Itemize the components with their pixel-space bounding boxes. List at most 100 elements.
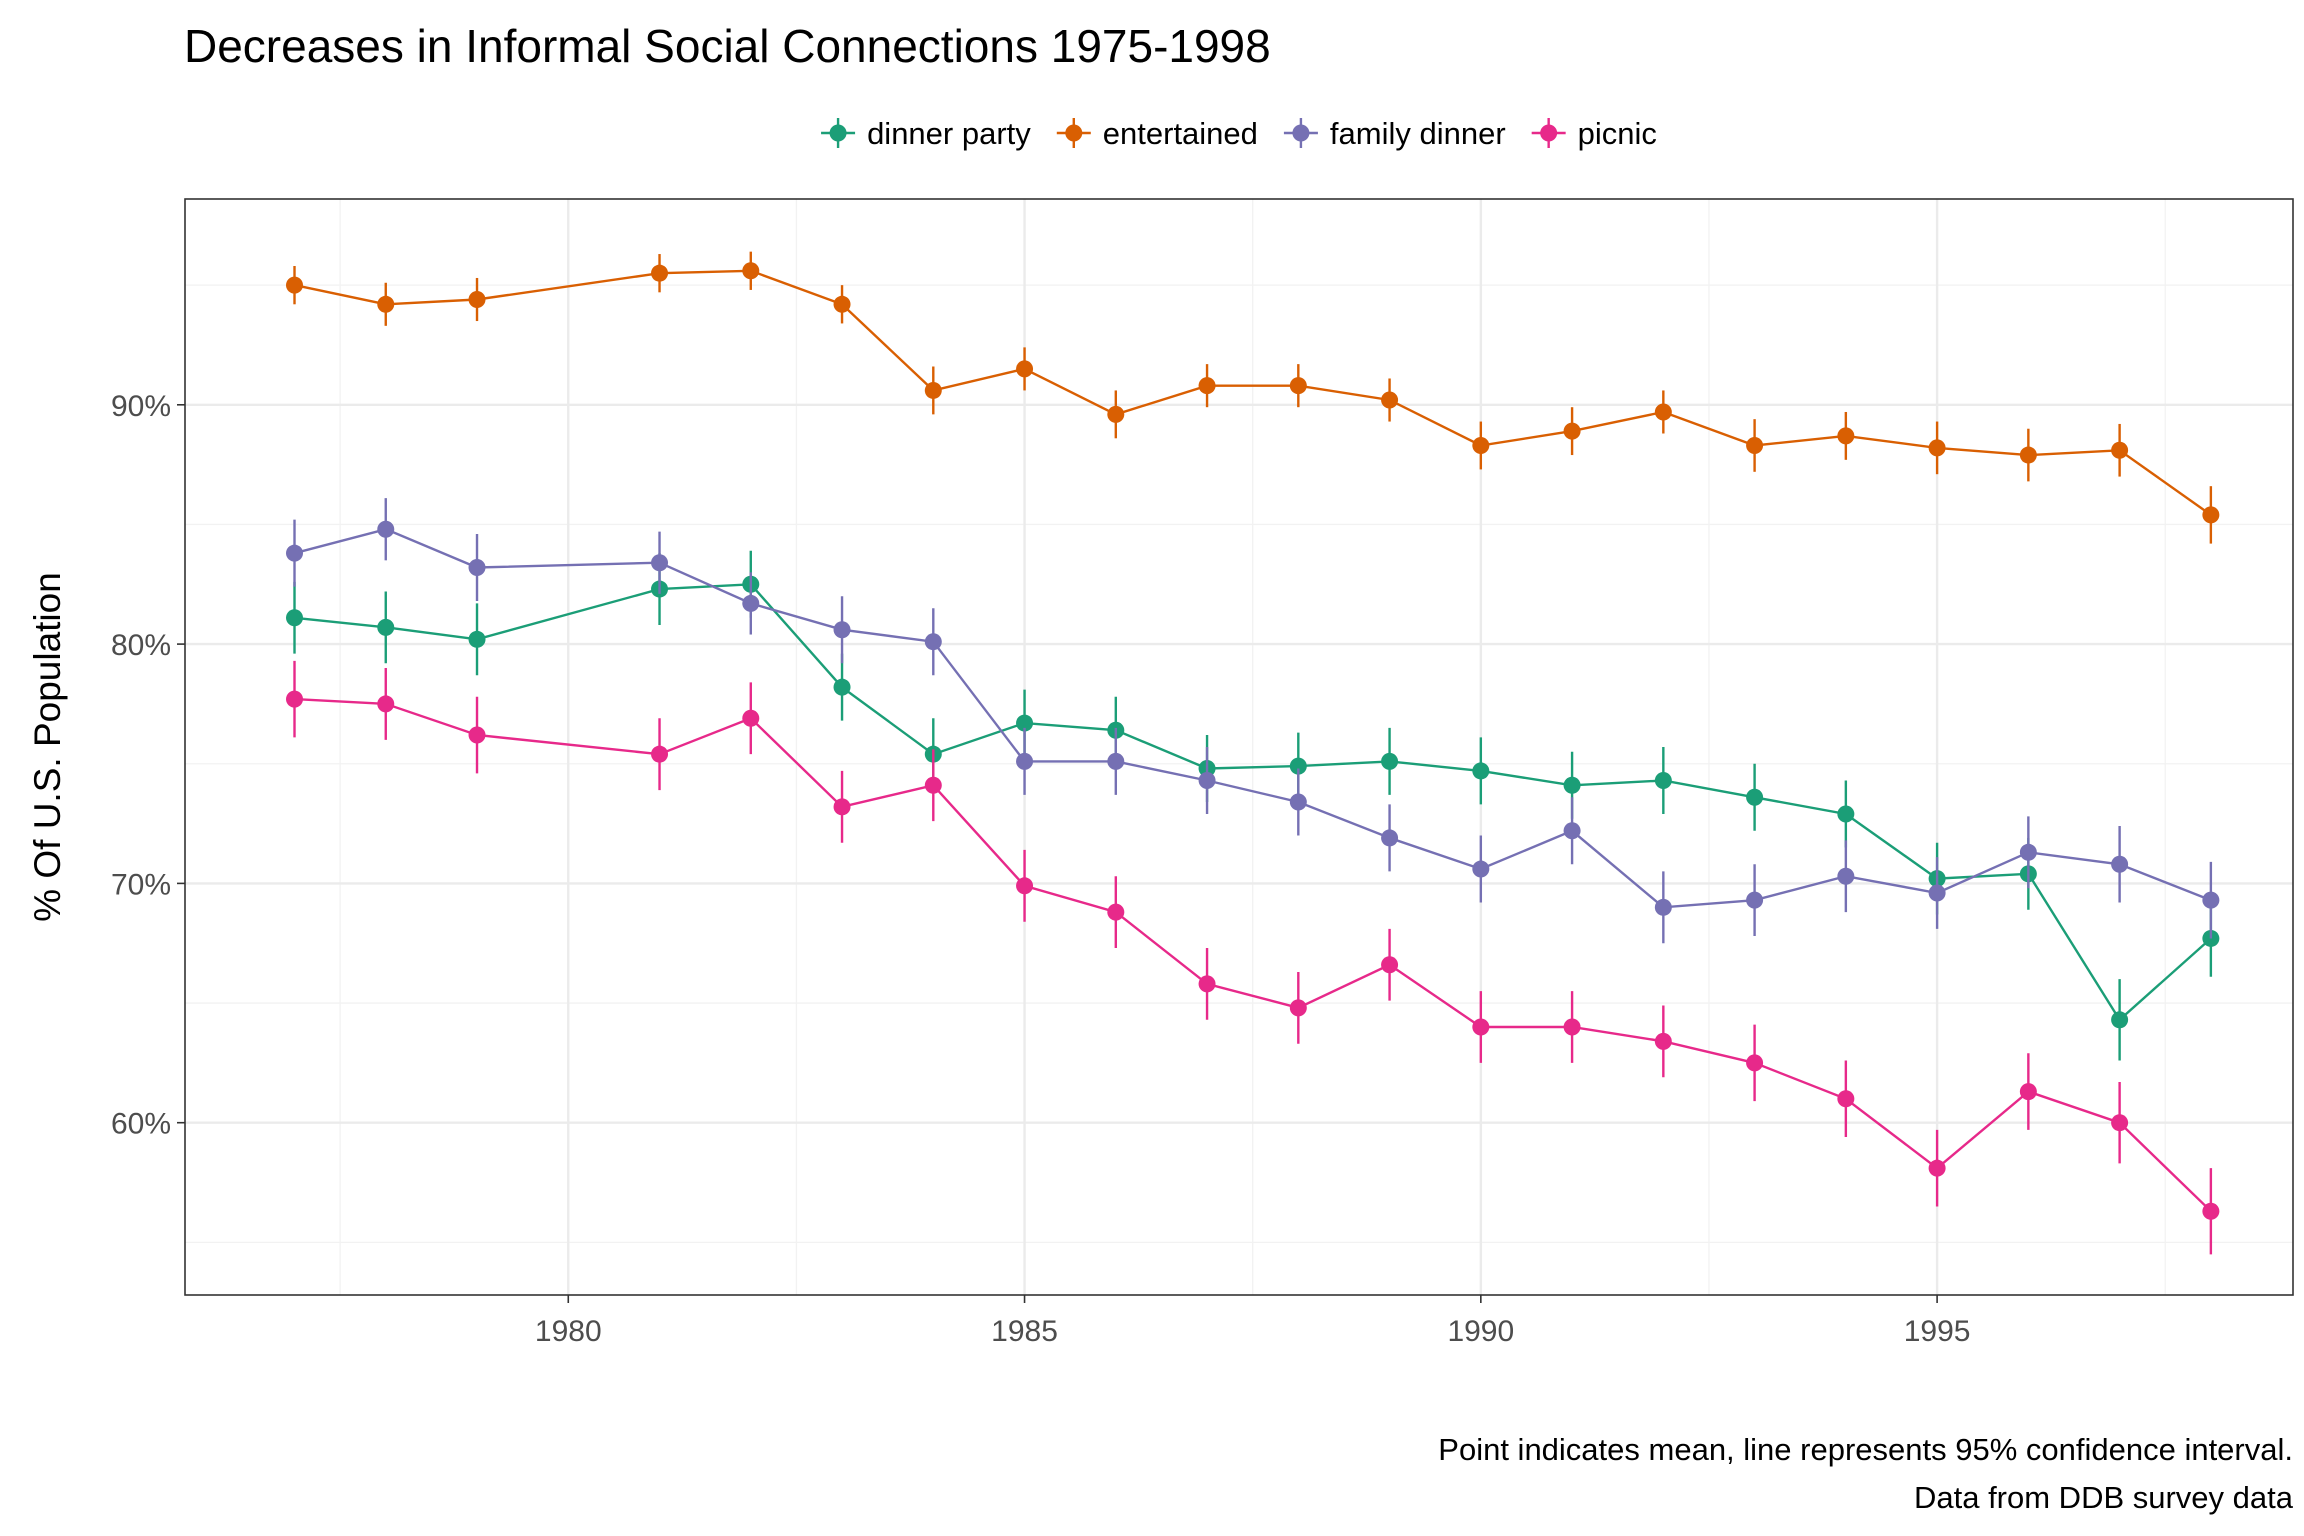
data-point [1198, 772, 1216, 790]
data-point [1472, 1018, 1490, 1036]
y-axis-tick-label: 90% [111, 390, 171, 423]
data-point [2202, 891, 2220, 909]
data-point [2202, 1202, 2220, 1220]
data-point [1928, 1159, 1946, 1177]
data-point [742, 709, 760, 727]
legend-key-point [1540, 124, 1558, 142]
panel-border [184, 198, 2294, 1296]
series-entertained [286, 251, 2220, 544]
data-point [1654, 403, 1672, 421]
legend-key-point [1292, 124, 1310, 142]
series-layer [286, 251, 2220, 1255]
data-point [651, 745, 669, 763]
data-point [1289, 757, 1307, 775]
data-point [1563, 822, 1581, 840]
legend-item-picnic: picnic [1531, 116, 1657, 151]
data-point [1016, 360, 1034, 378]
data-point [1563, 422, 1581, 440]
data-point [1198, 377, 1216, 395]
data-point [1837, 1090, 1855, 1108]
y-axis-tick-label: 60% [111, 1108, 171, 1141]
data-point [2111, 855, 2129, 873]
data-point [2019, 843, 2037, 861]
data-point [1107, 752, 1125, 770]
data-point [651, 264, 669, 282]
data-point [2111, 441, 2129, 459]
series-picnic [286, 660, 2220, 1255]
data-point [468, 726, 486, 744]
data-point [1837, 867, 1855, 885]
data-point [1107, 405, 1125, 423]
caption-line-1: Point indicates mean, line represents 95… [1438, 1432, 2293, 1467]
plot-background [185, 199, 2293, 1295]
data-point [1563, 776, 1581, 794]
data-point [1472, 436, 1490, 454]
data-point [1381, 752, 1399, 770]
data-point [1381, 956, 1399, 974]
data-point [924, 381, 942, 399]
y-axis-tick-label: 70% [111, 868, 171, 901]
y-axis: 60% 70% 80% 90% [111, 390, 185, 1141]
data-point [1289, 999, 1307, 1017]
data-point [1746, 1054, 1764, 1072]
x-axis-tick-label: 1995 [1904, 1315, 1971, 1348]
x-axis-tick-label: 1980 [535, 1315, 602, 1348]
data-point [742, 594, 760, 612]
data-point [1746, 436, 1764, 454]
data-point [833, 295, 851, 313]
data-point [1472, 762, 1490, 780]
y-axis-title: % Of U.S. Population [27, 572, 68, 922]
legend-label: picnic [1578, 116, 1657, 151]
data-point [286, 609, 304, 627]
data-point [286, 690, 304, 708]
data-point [1381, 391, 1399, 409]
data-point [468, 291, 486, 309]
x-axis-tick-label: 1990 [1447, 1315, 1514, 1348]
series-family-dinner [286, 498, 2220, 944]
data-point [1746, 891, 1764, 909]
y-axis-tick-label: 80% [111, 629, 171, 662]
data-point [377, 295, 395, 313]
data-point [1016, 714, 1034, 732]
legend-item-dinner-party: dinner party [821, 116, 1031, 151]
x-axis: 1980 1985 1990 1995 [535, 1295, 1971, 1348]
data-point [377, 695, 395, 713]
legend-label: dinner party [867, 116, 1031, 151]
grid [185, 199, 2293, 1295]
data-point [1381, 829, 1399, 847]
data-point [1016, 752, 1034, 770]
data-point [1016, 877, 1034, 895]
legend-key-point [829, 124, 847, 142]
data-point [286, 544, 304, 562]
data-point [1289, 377, 1307, 395]
data-point [1472, 860, 1490, 878]
caption-line-2: Data from DDB survey data [1914, 1480, 2294, 1515]
data-point [1654, 898, 1672, 916]
data-point [2019, 1083, 2037, 1101]
data-point [833, 678, 851, 696]
legend-label: entertained [1103, 116, 1258, 151]
data-point [1107, 903, 1125, 921]
plot-area [185, 199, 2293, 1295]
data-point [2019, 446, 2037, 464]
data-point [924, 633, 942, 651]
data-point [1198, 975, 1216, 993]
chart-title: Decreases in Informal Social Connections… [184, 20, 1271, 72]
legend-key-point [1065, 124, 1083, 142]
data-point [1654, 772, 1672, 790]
data-point [2111, 1011, 2129, 1029]
data-point [2202, 506, 2220, 524]
legend-item-entertained: entertained [1056, 116, 1258, 151]
data-point [1837, 427, 1855, 445]
legend-item-family-dinner: family dinner [1283, 116, 1506, 151]
legend: dinner party entertained family dinner picn… [821, 116, 1657, 151]
legend-label: family dinner [1330, 116, 1506, 151]
x-axis-tick-label: 1985 [991, 1315, 1058, 1348]
data-point [377, 618, 395, 636]
data-point [286, 276, 304, 294]
data-point [1746, 788, 1764, 806]
data-point [1289, 793, 1307, 811]
data-point [468, 630, 486, 648]
data-point [1654, 1032, 1672, 1050]
